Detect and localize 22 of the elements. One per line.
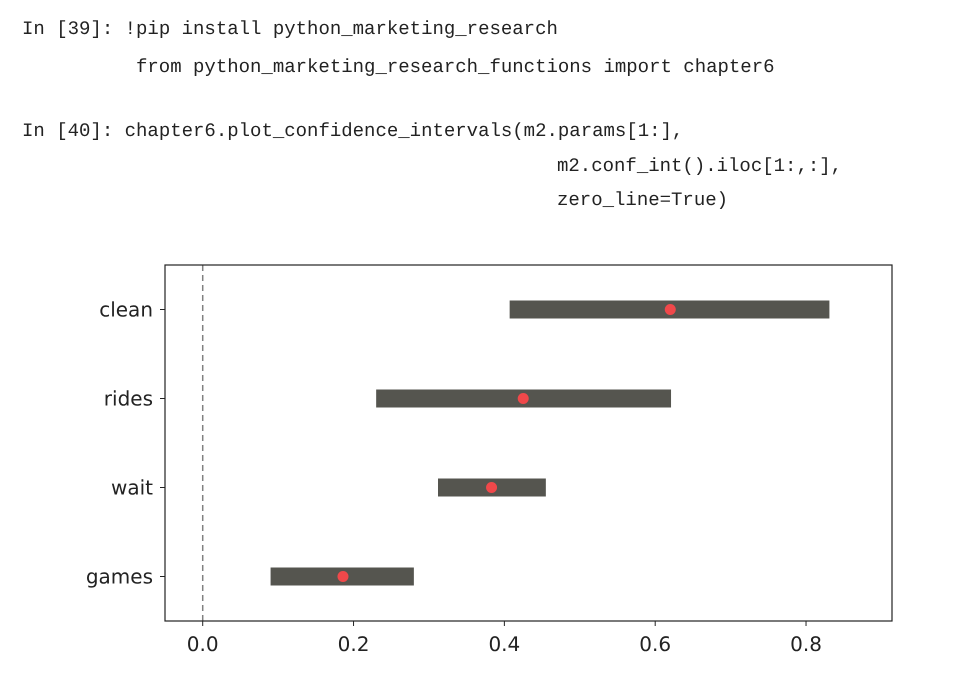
y-tick-label: wait: [110, 476, 154, 500]
bar: [270, 568, 414, 586]
text: zero_line=True): [557, 189, 728, 211]
point: [664, 304, 676, 315]
text: from python_marketing_research_functions import chapter6: [136, 56, 775, 78]
y-tick-label: clean: [99, 298, 153, 322]
x-tick-label: 0.6: [639, 632, 672, 656]
bar: [510, 300, 830, 318]
bar: [376, 390, 672, 408]
point: [518, 393, 529, 404]
y-tick-label: rides: [104, 386, 153, 410]
bar: [438, 478, 546, 496]
point: [337, 571, 348, 582]
text: In [40]: chapter6.plot_confidence_intervals(m2.params[1:],: [22, 120, 684, 142]
x-tick-label: 0.8: [790, 632, 822, 656]
y-tick-label: games: [86, 564, 153, 588]
x-tick-label: 0.4: [488, 632, 520, 656]
point: [486, 482, 498, 493]
text: m2.conf_int().iloc[1:,:],: [557, 155, 842, 177]
x-tick-label: 0.0: [186, 632, 219, 656]
x-tick-label: 0.2: [338, 632, 370, 656]
text: In [39]: !pip install python_marketing_research: [22, 18, 558, 40]
